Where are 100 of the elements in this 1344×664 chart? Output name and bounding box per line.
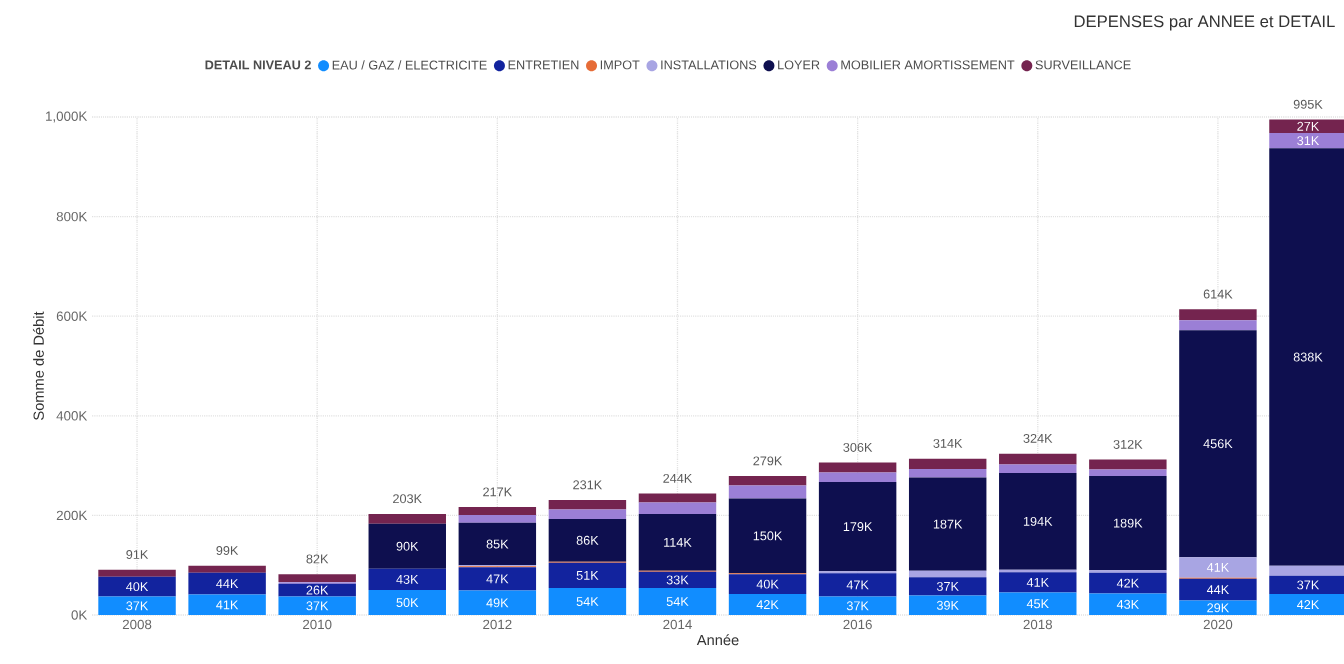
total-label: 314K	[933, 438, 963, 448]
bar	[728, 498, 807, 574]
data-label: 54K	[666, 597, 689, 606]
y-tick-label: 800K	[56, 211, 88, 222]
bar	[188, 594, 266, 615]
data-label: 41K	[1206, 563, 1230, 572]
data-label: 54K	[576, 597, 599, 606]
data-label: 194K	[1023, 516, 1053, 526]
data-label: 27K	[1297, 121, 1320, 131]
data-label: 26K	[306, 585, 329, 595]
total-label: 99K	[216, 546, 239, 555]
total-label: 279K	[753, 456, 783, 466]
data-label: 49K	[486, 598, 509, 608]
bar	[1089, 572, 1167, 594]
bar	[818, 462, 897, 473]
bar	[908, 477, 987, 571]
bar	[908, 469, 987, 478]
legend-label: SURVEILLANCE	[1035, 60, 1131, 70]
data-label: 85K	[486, 539, 509, 549]
legend-label: EAU / GAZ / ELECTRICITE	[332, 60, 487, 70]
bar	[1089, 593, 1167, 615]
bar	[98, 569, 176, 577]
total-label: 306K	[843, 442, 873, 452]
bar	[278, 596, 356, 615]
bar	[818, 596, 897, 615]
data-label: 51K	[576, 570, 599, 580]
total-label: 312K	[1113, 439, 1143, 449]
legend-label: ENTRETIEN	[508, 60, 579, 70]
bar	[728, 574, 807, 595]
bar	[458, 506, 537, 515]
x-tick-label: 2020	[1203, 619, 1233, 630]
bar	[728, 485, 807, 499]
bar	[458, 590, 537, 615]
bar	[1179, 320, 1257, 331]
bar	[999, 464, 1077, 474]
bar	[908, 458, 987, 470]
y-tick-label: 200K	[56, 510, 88, 521]
data-label: 33K	[666, 575, 689, 585]
bar	[999, 592, 1077, 615]
bar	[548, 499, 627, 510]
data-label: 838K	[1293, 352, 1323, 362]
data-label: 37K	[126, 601, 149, 611]
bar	[548, 518, 627, 562]
bar	[368, 590, 446, 615]
total-label: 231K	[573, 480, 603, 490]
chart-title: DEPENSES par ANNEE et DETAIL	[1074, 15, 1335, 31]
data-label: 150K	[753, 531, 783, 541]
bar	[1179, 309, 1257, 321]
total-label: 244K	[663, 473, 693, 483]
total-label: 324K	[1023, 433, 1053, 443]
data-label: 43K	[1116, 599, 1139, 609]
data-label: 44K	[216, 579, 239, 588]
data-label: 43K	[396, 574, 419, 584]
data-label: 37K	[936, 581, 959, 591]
bar	[1089, 459, 1167, 470]
bar	[548, 509, 627, 519]
bar	[1089, 469, 1167, 477]
data-label: 187K	[933, 519, 963, 529]
data-label: 37K	[1297, 580, 1320, 590]
data-label: 41K	[216, 600, 239, 610]
bar	[368, 568, 446, 591]
bar	[908, 570, 987, 578]
bar	[908, 595, 987, 615]
data-label: 86K	[576, 535, 599, 545]
total-label: 82K	[306, 554, 329, 564]
y-tick-label: 1,000K	[46, 111, 88, 123]
x-tick-label: 2008	[122, 619, 152, 630]
data-label: 189K	[1114, 518, 1143, 528]
bar	[458, 514, 537, 523]
bar	[818, 571, 897, 574]
bar	[1179, 330, 1257, 558]
bar	[1179, 557, 1257, 578]
data-label: 40K	[126, 582, 149, 592]
bar	[999, 473, 1077, 570]
data-label: 41K	[1026, 578, 1049, 587]
total-label: 91K	[126, 550, 149, 559]
bar	[908, 577, 987, 596]
data-label: 31K	[1297, 136, 1320, 146]
bar	[638, 502, 717, 514]
x-axis-title: Année	[696, 634, 739, 646]
x-tick-label: 2018	[1023, 619, 1053, 630]
x-tick-label: 2010	[303, 619, 332, 630]
bar	[999, 453, 1077, 465]
data-label: 456K	[1203, 439, 1233, 449]
bar	[98, 576, 176, 597]
data-label: 40K	[756, 579, 779, 589]
bar	[638, 588, 717, 615]
x-tick-label: 2014	[663, 619, 692, 630]
bar	[458, 522, 537, 566]
x-tick-label: 2012	[483, 619, 512, 630]
bar	[278, 574, 356, 583]
bar	[728, 594, 807, 615]
bar	[999, 572, 1077, 593]
data-label: 114K	[664, 537, 692, 547]
data-label: 47K	[486, 574, 509, 584]
data-label: 47K	[846, 580, 869, 590]
data-label: 42K	[1297, 600, 1320, 609]
bar	[98, 596, 176, 615]
legend-title: DETAIL NIVEAU 2	[205, 60, 311, 70]
legend-label: INSTALLATIONS	[661, 60, 757, 70]
